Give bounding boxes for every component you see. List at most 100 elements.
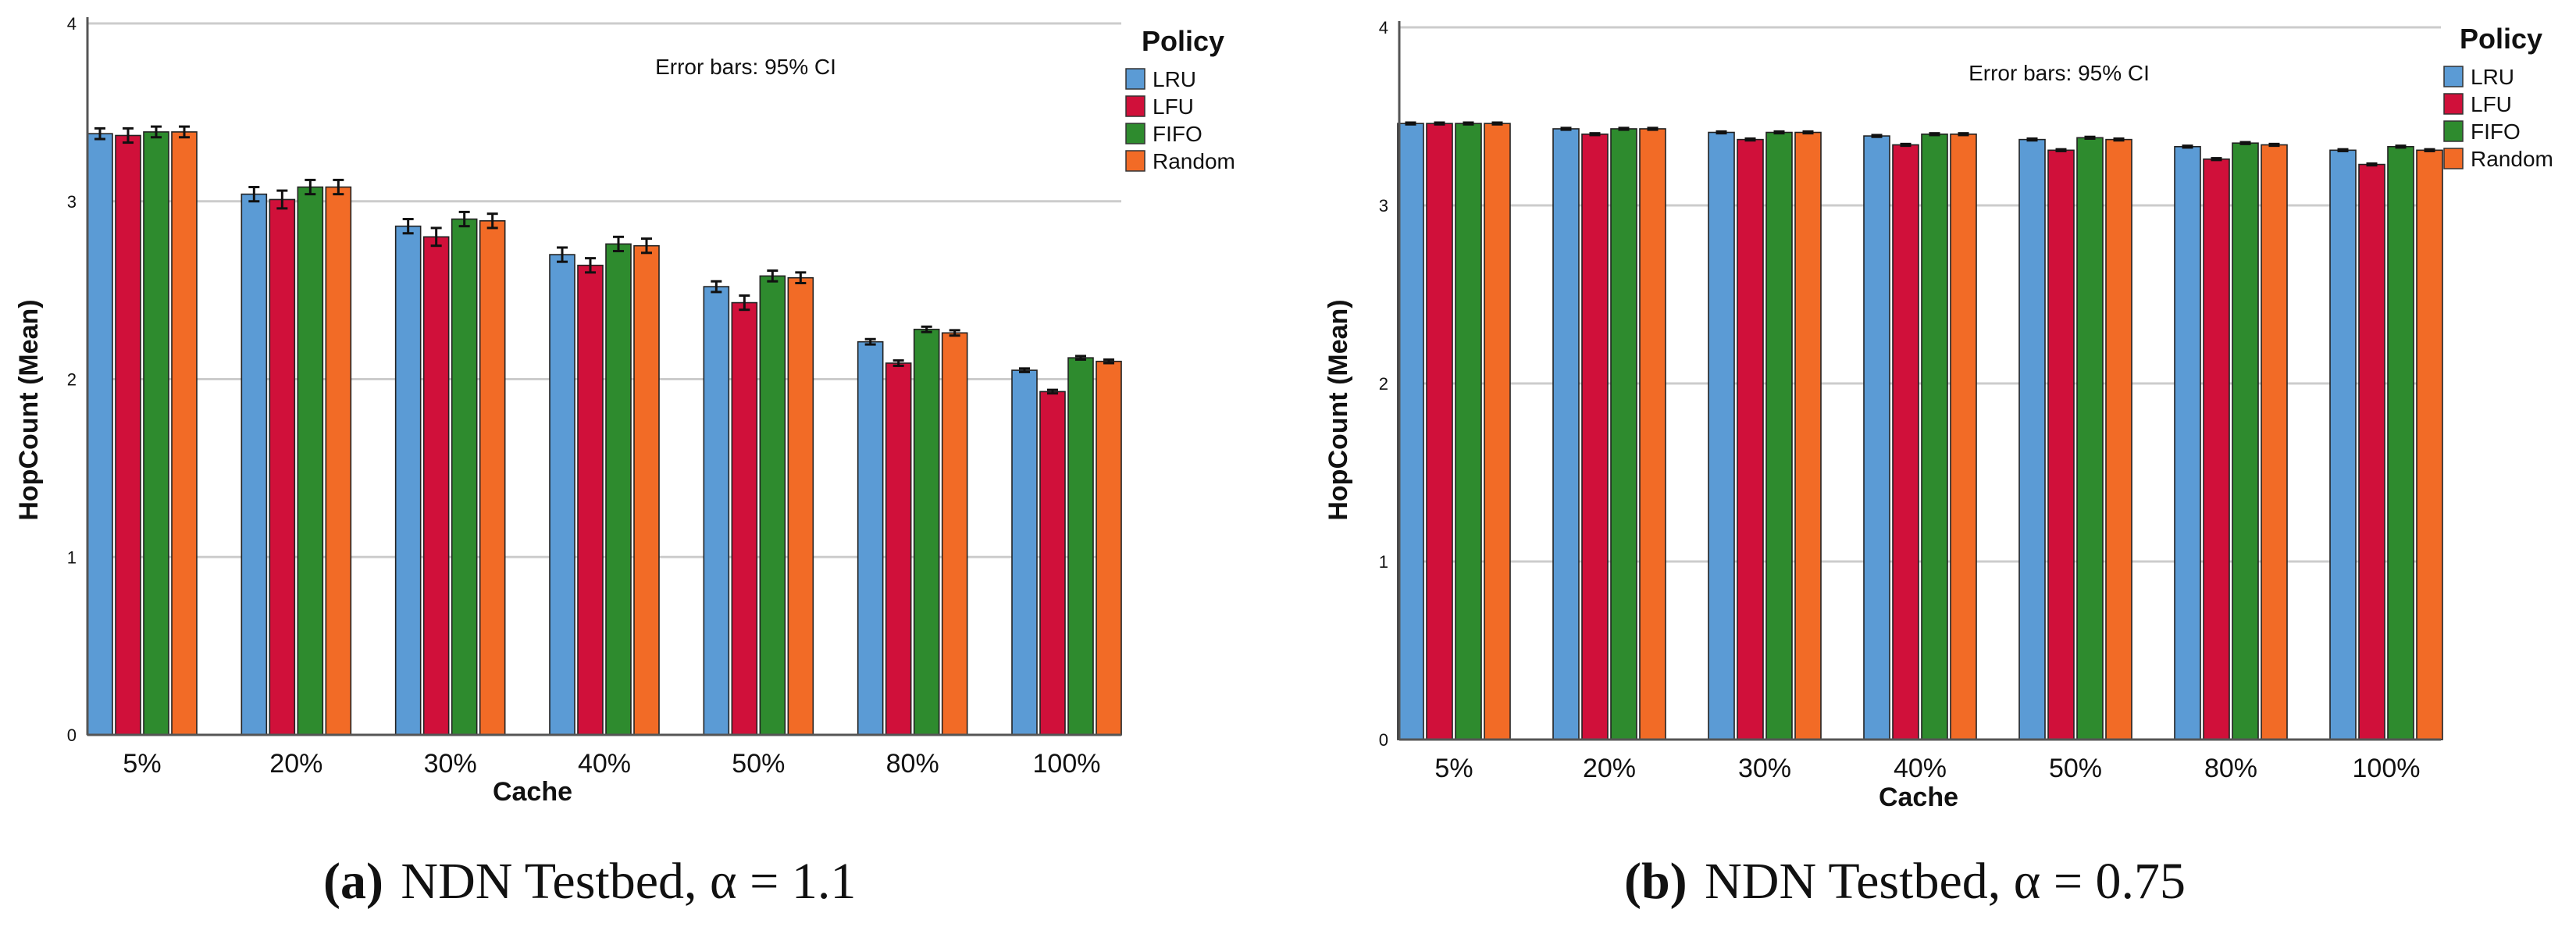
error-bar [2026,137,2038,142]
error-bar [2113,137,2125,142]
x-axis-title: Cache [1879,782,1958,812]
legend-b: Policy LRU LFU FIFO Random [2443,23,2553,171]
error-bar [305,178,316,196]
error-bar [1929,132,1940,137]
caption-text: NDN Testbed, α = 0.75 [1705,853,2186,910]
bar-lfu [1581,134,1609,740]
bar-random [1794,131,1822,740]
error-bar [1958,132,1969,137]
x-axis-title: Cache [493,777,572,807]
error-bar [1047,388,1058,395]
bar-fifo [1921,134,1948,740]
error-bar [1560,127,1572,131]
y-tick-label: 3 [1379,196,1388,216]
x-tick-label: 5% [123,749,161,779]
bar-random [1950,134,1977,740]
bar-lru [703,286,730,736]
x-tick-label: 100% [2353,754,2421,783]
bar-lfu [1426,123,1453,740]
legend-label-random: Random [2471,147,2553,171]
error-bar [585,257,596,274]
y-tick-label: 4 [67,14,77,34]
x-tick-label: 80% [886,749,939,779]
bar-lru [549,254,575,736]
legend-swatch-lru [2443,66,2464,87]
legend-swatch-lru [1125,68,1145,90]
x-tick-label: 5% [1434,754,1473,783]
error-bar [795,271,807,285]
y-tick-label: 2 [1379,374,1388,394]
error-bar [179,125,190,139]
error-bar [276,189,288,210]
x-tick-label: 20% [1583,754,1636,783]
legend-label-lru: LRU [1153,67,1196,91]
error-bar [921,325,932,333]
error-bar [711,280,722,294]
error-bar [1716,130,1727,135]
caption-b: (b) NDN Testbed, α = 0.75 [1624,853,2186,910]
bar-lru [857,340,884,736]
error-bar [2337,148,2349,152]
bar-random [1096,360,1122,736]
y-tick-labels-a: 0 1 2 3 4 [67,14,77,745]
error-bar-note: Error bars: 95% CI [655,55,836,79]
bar-random [941,332,968,736]
x-tick-label: 30% [1738,754,1791,783]
legend-label-fifo: FIFO [2471,119,2521,144]
error-bar [486,212,498,230]
bars-b [1397,121,2443,740]
error-bar [1405,121,1416,126]
bar-random [2105,138,2132,740]
caption-a: (a) NDN Testbed, α = 1.1 [323,853,856,910]
y-axis-title: HopCount (Mean) [1324,299,1353,520]
legend-swatch-random [1125,150,1145,172]
bar-lfu [269,198,296,736]
error-bar [641,237,652,255]
error-bar [1434,121,1445,126]
legend-swatch-lfu [1125,95,1145,117]
error-bar [949,329,960,337]
bar-lru [2174,145,2201,740]
legend-label-fifo: FIFO [1153,122,1202,146]
legend-title: Policy [1142,25,1224,57]
x-tick-labels-b: 5% 20% 30% 40% 50% 80% 100% [1434,754,2420,783]
bar-lfu [1892,144,1919,740]
y-tick-label: 4 [1379,18,1388,37]
bar-fifo [759,275,786,736]
x-tick-label: 50% [2049,754,2102,783]
error-bar [248,186,260,203]
bar-lfu [731,301,758,736]
bar-lru [1011,369,1038,736]
legend-a: Policy LRU LFU FIFO Random [1125,25,1235,173]
error-bar [1103,358,1114,365]
bar-lru [240,193,268,736]
error-bar [1802,130,1814,135]
legend-swatch-random [2443,148,2464,169]
bar-lru [1397,123,1424,740]
bar-lru [87,133,113,736]
bar-random [633,244,660,736]
bar-random [325,186,352,736]
chart-panel-b: 0 1 2 3 4 5% 20% 30% 40% 50% 80% 100% Ca… [1324,18,2553,910]
bar-lfu [885,362,912,736]
caption-letter: (a) [323,853,383,910]
error-bar [2055,148,2067,152]
x-tick-label: 20% [269,749,322,779]
caption-letter: (b) [1624,853,1687,910]
error-bar [2366,162,2378,167]
error-bar [123,127,134,144]
error-bar [2084,135,2096,140]
y-tick-labels-b: 0 1 2 3 4 [1379,18,1388,750]
bar-lru [1708,131,1735,740]
bar-lru [1552,128,1580,740]
error-bar [2211,157,2222,162]
bar-lfu [2203,158,2230,740]
bar-fifo [297,186,324,736]
error-bar [2424,148,2435,152]
bar-lfu [577,264,604,736]
bar-lru [394,225,422,736]
legend-label-lru: LRU [2471,65,2514,89]
bar-fifo [451,218,478,736]
legend-label-lfu: LFU [2471,92,2512,116]
